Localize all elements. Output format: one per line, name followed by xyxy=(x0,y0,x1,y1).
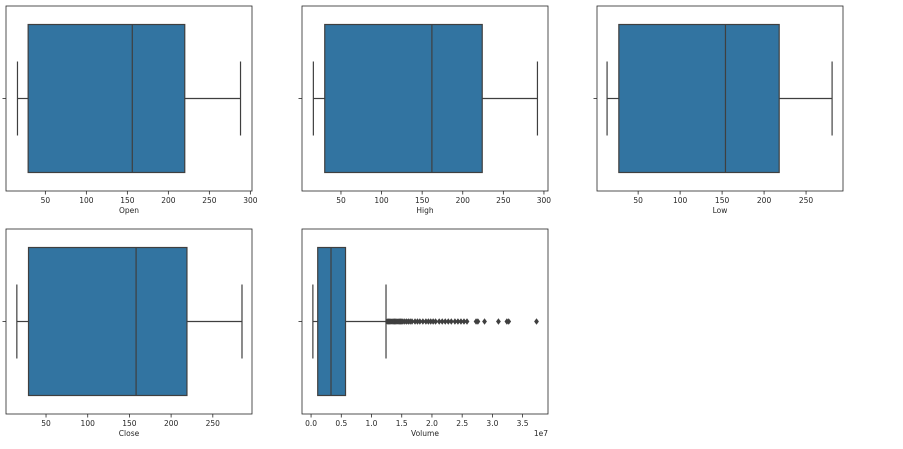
outlier-marker xyxy=(496,318,501,325)
outlier-marker xyxy=(482,318,487,325)
outlier-marker xyxy=(475,318,481,325)
x-tick-label: 250 xyxy=(206,419,221,428)
iqr-box xyxy=(27,246,188,397)
outlier-marker xyxy=(445,318,451,325)
x-tick-label: 300 xyxy=(243,196,258,205)
outlier-marker xyxy=(452,318,458,325)
x-tick-label: 2.5 xyxy=(456,419,468,428)
x-tick-label: 100 xyxy=(81,419,96,428)
x-tick-label: 150 xyxy=(122,419,137,428)
outlier-marker xyxy=(442,318,448,325)
outlier-marker xyxy=(423,318,429,325)
outlier-marker xyxy=(448,318,454,325)
iqr-box xyxy=(324,23,483,174)
x-tick-label: 100 xyxy=(673,196,688,205)
x-tick-label: 200 xyxy=(164,419,179,428)
x-tick-label: 250 xyxy=(496,196,511,205)
x-tick-label: 250 xyxy=(799,196,814,205)
x-tick-label: 250 xyxy=(202,196,217,205)
iqr-box xyxy=(618,23,780,174)
boxplot-low: 50 100 150 200 250 Low xyxy=(593,5,844,215)
outlier-marker xyxy=(534,318,539,325)
outlier-marker xyxy=(433,318,438,325)
x-tick-label: 1.5 xyxy=(396,419,408,428)
x-tick-label: 200 xyxy=(757,196,772,205)
iqr-box xyxy=(27,23,186,174)
outlier-marker xyxy=(415,318,420,325)
x-axis-label: Close xyxy=(119,429,140,438)
outlier-marker xyxy=(428,318,434,325)
outlier-marker xyxy=(436,318,442,325)
x-axis-label: High xyxy=(416,206,433,215)
boxplot-open: 50 100 150 200 250 300 Open xyxy=(2,5,258,215)
outlier-marker xyxy=(430,318,436,325)
outlier-marker xyxy=(506,318,512,325)
x-tick-label: 0.0 xyxy=(305,419,317,428)
x-tick-label: 300 xyxy=(537,196,552,205)
boxplot-high: 50 100 150 200 250 300 High xyxy=(298,5,552,215)
x-tick-label: 50 xyxy=(41,419,51,428)
x-tick-label: 200 xyxy=(456,196,471,205)
x-axis-label: Open xyxy=(119,206,139,215)
x-tick-label: 3.5 xyxy=(517,419,529,428)
x-tick-label: 0.5 xyxy=(335,419,347,428)
x-tick-label: 150 xyxy=(415,196,430,205)
outlier-marker xyxy=(461,318,467,325)
x-tick-label: 2.0 xyxy=(426,419,438,428)
x-tick-label: 150 xyxy=(120,196,135,205)
x-tick-label: 100 xyxy=(374,196,389,205)
iqr-box xyxy=(317,246,347,397)
axis-offset-label: 1e7 xyxy=(534,429,548,438)
outlier-marker xyxy=(464,318,470,325)
x-tick-label: 50 xyxy=(633,196,643,205)
x-tick-label: 50 xyxy=(336,196,346,205)
outlier-marker xyxy=(439,318,445,325)
x-axis-label: Low xyxy=(713,206,728,215)
boxplot-close: 50 100 150 200 250 Close xyxy=(2,228,253,438)
boxplot-volume: 0.0 0.5 1.0 1.5 2.0 2.5 3.0 3.5 Volume 1e7 xyxy=(298,228,549,438)
outlier-marker xyxy=(417,318,423,325)
x-tick-label: 200 xyxy=(161,196,176,205)
x-axis-label: Volume xyxy=(411,429,439,438)
x-tick-label: 50 xyxy=(41,196,51,205)
x-tick-label: 100 xyxy=(79,196,94,205)
x-tick-label: 150 xyxy=(715,196,730,205)
outlier-marker xyxy=(458,318,464,325)
x-tick-label: 3.0 xyxy=(486,419,498,428)
outlier-marker xyxy=(420,318,426,325)
outlier-marker xyxy=(412,318,418,325)
outlier-marker xyxy=(409,318,415,325)
outlier-marker xyxy=(425,318,431,325)
x-tick-label: 1.0 xyxy=(366,419,378,428)
outlier-marker xyxy=(455,318,461,325)
